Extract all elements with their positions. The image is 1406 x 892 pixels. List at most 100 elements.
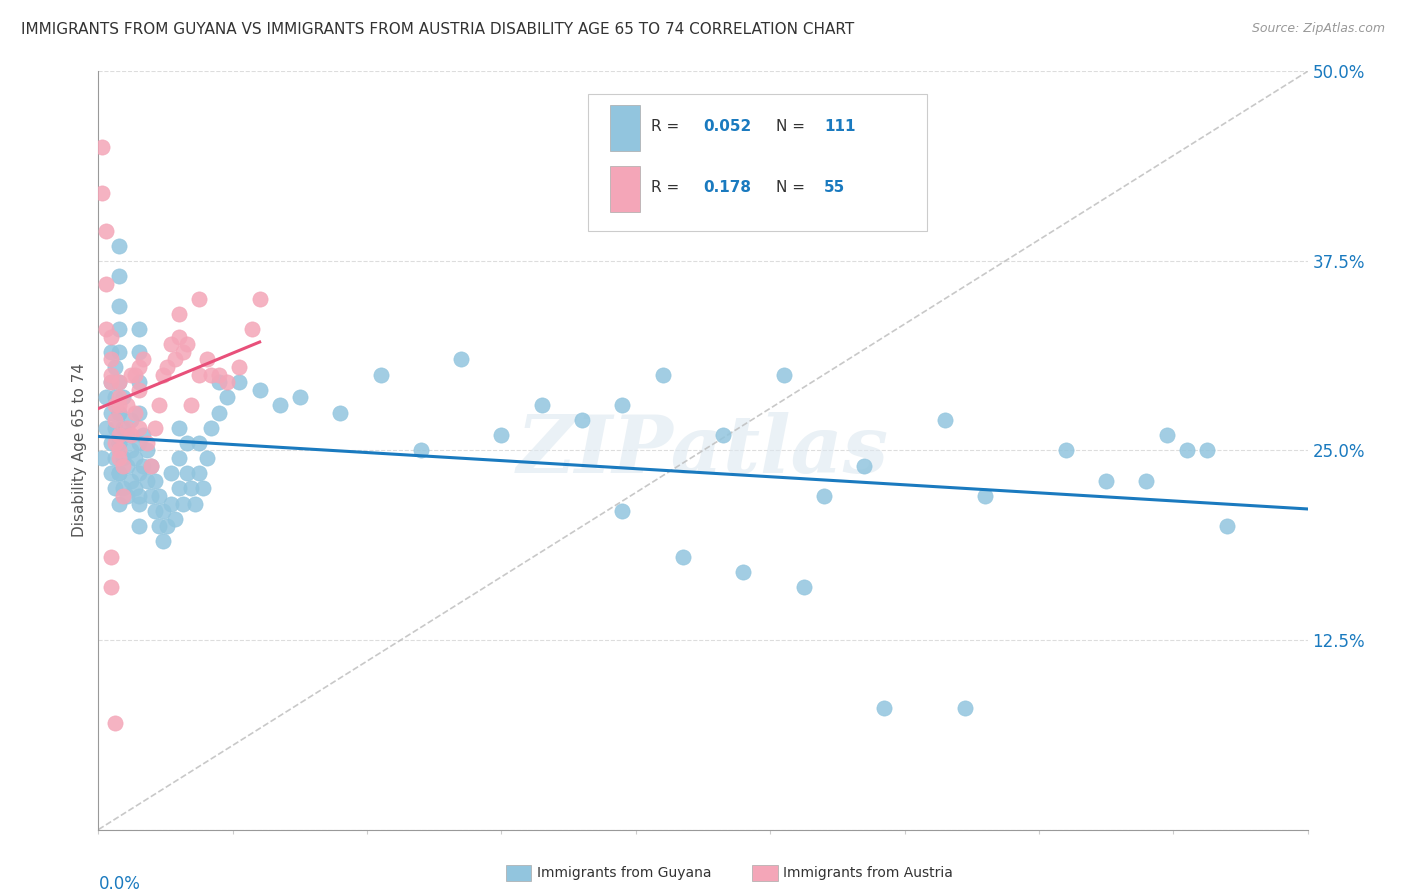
Point bbox=[139, 489, 162, 503]
Point bbox=[111, 489, 134, 503]
Point bbox=[934, 413, 956, 427]
Point bbox=[612, 398, 634, 412]
Point bbox=[1054, 443, 1077, 458]
Point bbox=[163, 352, 186, 367]
Point bbox=[651, 368, 673, 382]
Point bbox=[107, 451, 129, 466]
Point bbox=[873, 701, 896, 715]
Point bbox=[107, 322, 129, 336]
Point bbox=[115, 421, 138, 435]
Point bbox=[107, 443, 129, 458]
Point bbox=[103, 421, 125, 435]
Y-axis label: Disability Age 65 to 74: Disability Age 65 to 74 bbox=[72, 363, 87, 538]
Point bbox=[107, 376, 129, 390]
Point bbox=[115, 398, 138, 412]
Point bbox=[793, 580, 815, 594]
Point bbox=[1216, 519, 1239, 533]
Text: 55: 55 bbox=[824, 180, 845, 194]
Point bbox=[107, 428, 129, 442]
Point bbox=[148, 398, 170, 412]
Point bbox=[217, 376, 239, 390]
Point bbox=[143, 504, 166, 518]
Point bbox=[96, 421, 118, 435]
Point bbox=[160, 337, 183, 351]
Point bbox=[208, 405, 231, 420]
Point bbox=[115, 489, 138, 503]
Point bbox=[228, 376, 250, 390]
Point bbox=[132, 458, 155, 473]
Point bbox=[100, 549, 122, 564]
Point bbox=[103, 482, 125, 496]
Point bbox=[167, 330, 190, 344]
Point bbox=[672, 549, 695, 564]
Point bbox=[100, 330, 122, 344]
Point bbox=[120, 368, 142, 382]
Text: N =: N = bbox=[776, 120, 810, 134]
Point bbox=[103, 391, 125, 405]
Point bbox=[135, 474, 157, 488]
Point bbox=[172, 344, 194, 359]
Point bbox=[100, 376, 122, 390]
Point bbox=[111, 482, 134, 496]
Point bbox=[152, 504, 174, 518]
Point bbox=[128, 421, 150, 435]
Point bbox=[208, 368, 231, 382]
Point bbox=[111, 391, 134, 405]
Point bbox=[217, 391, 239, 405]
Point bbox=[195, 352, 218, 367]
Point bbox=[100, 405, 122, 420]
Text: 0.178: 0.178 bbox=[703, 180, 751, 194]
Bar bbox=[610, 105, 640, 151]
Point bbox=[180, 482, 202, 496]
Point bbox=[208, 376, 231, 390]
Point bbox=[128, 496, 150, 510]
Point bbox=[107, 467, 129, 481]
Point bbox=[103, 413, 125, 427]
Point bbox=[148, 489, 170, 503]
Point bbox=[124, 368, 146, 382]
Text: N =: N = bbox=[776, 180, 810, 194]
Point bbox=[124, 405, 146, 420]
Point bbox=[953, 701, 976, 715]
Bar bbox=[610, 166, 640, 211]
Point bbox=[167, 451, 190, 466]
Text: 0.052: 0.052 bbox=[703, 120, 751, 134]
Point bbox=[733, 565, 755, 579]
Point bbox=[1135, 474, 1157, 488]
Point bbox=[167, 482, 190, 496]
Point bbox=[100, 368, 122, 382]
Point bbox=[111, 421, 134, 435]
Point bbox=[409, 443, 432, 458]
Point bbox=[128, 359, 150, 375]
Point bbox=[571, 413, 593, 427]
Text: 111: 111 bbox=[824, 120, 855, 134]
Point bbox=[188, 467, 211, 481]
Point bbox=[269, 398, 291, 412]
Point bbox=[100, 580, 122, 594]
Point bbox=[172, 496, 194, 510]
Point bbox=[100, 344, 122, 359]
Point bbox=[152, 534, 174, 549]
Text: R =: R = bbox=[651, 120, 685, 134]
Text: Immigrants from Guyana: Immigrants from Guyana bbox=[537, 866, 711, 880]
Point bbox=[107, 496, 129, 510]
Point bbox=[176, 337, 198, 351]
Point bbox=[96, 223, 118, 237]
Point bbox=[139, 458, 162, 473]
Point bbox=[107, 238, 129, 253]
Point bbox=[120, 474, 142, 488]
Point bbox=[195, 451, 218, 466]
Point bbox=[124, 451, 146, 466]
Point bbox=[329, 405, 352, 420]
Point bbox=[156, 359, 179, 375]
FancyBboxPatch shape bbox=[588, 95, 927, 231]
Point bbox=[124, 482, 146, 496]
Point bbox=[96, 322, 118, 336]
Point bbox=[103, 436, 125, 450]
Point bbox=[530, 398, 553, 412]
Point bbox=[107, 405, 129, 420]
Point bbox=[132, 428, 155, 442]
Point bbox=[107, 391, 129, 405]
Point bbox=[107, 300, 129, 314]
Point bbox=[135, 443, 157, 458]
